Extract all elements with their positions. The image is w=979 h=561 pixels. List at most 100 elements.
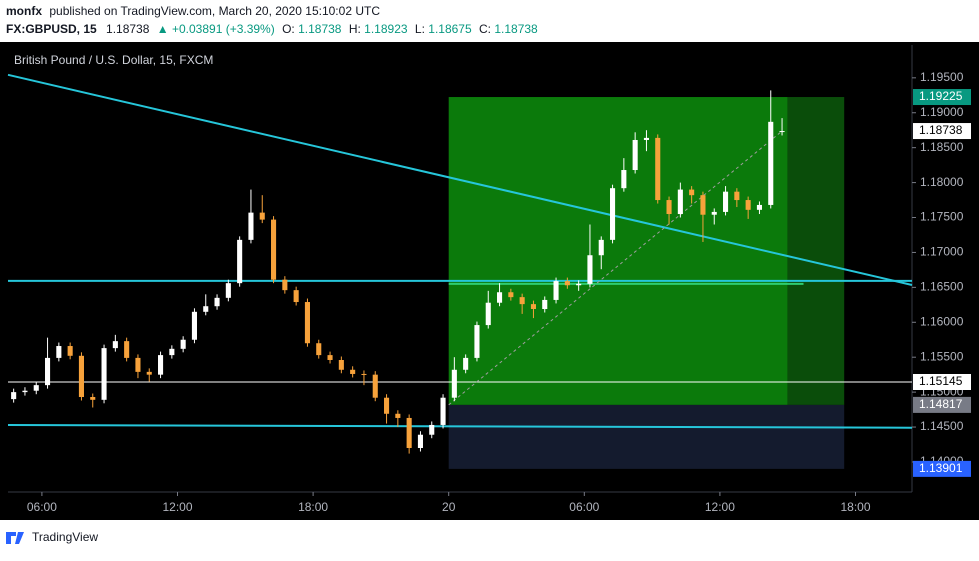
logo-icon — [6, 532, 24, 544]
candle-body — [338, 359, 344, 370]
x-tick-label: 12:00 — [162, 500, 192, 514]
candle-body — [451, 369, 457, 398]
y-tick-label: 1.16000 — [920, 314, 964, 328]
candle-body — [271, 219, 277, 280]
candle-body — [745, 200, 751, 210]
symbol: FX:GBPUSD, 15 — [6, 22, 97, 36]
candle-body — [553, 281, 559, 300]
price-tag — [913, 373, 971, 390]
candle-body — [417, 434, 423, 448]
last-price: 1.18738 — [106, 22, 150, 36]
candle-body — [304, 302, 310, 344]
candle-body — [158, 355, 164, 375]
footer-bg — [0, 520, 979, 556]
candle-body — [191, 311, 197, 340]
y-tick-label: 1.15500 — [920, 349, 964, 363]
y-tick-label: 1.19000 — [920, 105, 964, 119]
price-tag — [913, 396, 971, 413]
c-label: C: — [479, 22, 491, 36]
candle-body — [135, 357, 141, 372]
candle-body — [508, 292, 514, 298]
candle-body — [350, 369, 356, 374]
price-tag — [913, 460, 971, 477]
candle-body — [519, 297, 525, 305]
brand: TradingView — [32, 530, 98, 544]
candle-body — [112, 341, 118, 349]
user: monfx — [6, 4, 42, 18]
plot: 1.140001.145001.150001.155001.160001.165… — [7, 70, 964, 514]
x-tick-label: 06:00 — [27, 500, 57, 514]
candle-body — [542, 299, 548, 310]
candle-body — [169, 348, 175, 356]
candle-body — [643, 137, 649, 140]
candle-body — [372, 374, 378, 398]
price-tag-label: 1.15145 — [919, 374, 963, 388]
price-tag-label: 1.13901 — [919, 461, 963, 475]
chart-title: British Pound / U.S. Dollar, 15, FXCM — [14, 53, 213, 67]
candle-body — [779, 131, 785, 133]
candle-body — [711, 211, 717, 215]
y-tick-label: 1.18500 — [920, 140, 964, 154]
y-tick-label: 1.19500 — [920, 70, 964, 84]
x-tick-label: 18:00 — [298, 500, 328, 514]
trend-line — [7, 423, 913, 429]
candle-body — [33, 385, 39, 391]
price-tag — [913, 89, 971, 106]
candle-body — [429, 424, 435, 435]
candle-body — [90, 397, 96, 400]
y-tick-label: 1.17000 — [920, 245, 964, 259]
y-tick-label: 1.18000 — [920, 175, 964, 189]
candle-body — [689, 189, 695, 196]
candle-body — [598, 239, 604, 256]
o-label: O: — [282, 22, 295, 36]
candle-body — [214, 297, 220, 307]
candle-body — [756, 204, 762, 210]
footer-logo: TradingView — [6, 530, 98, 544]
candle-body — [22, 390, 28, 393]
candle-body — [485, 302, 491, 326]
candle-body — [259, 212, 265, 220]
target-zone — [448, 97, 788, 405]
x-tick-label: 12:00 — [705, 500, 735, 514]
candle-body — [361, 373, 367, 375]
header-line-2: FX:GBPUSD, 15 1.18738 ▲ +0.03891 (+3.39%… — [6, 22, 538, 36]
trend-line — [7, 73, 913, 286]
target-zone-future — [787, 97, 845, 405]
candle-body — [395, 413, 401, 418]
candle-body — [768, 121, 774, 205]
c-value: 1.18738 — [494, 22, 538, 36]
candle-body — [45, 357, 51, 386]
candle-body — [406, 417, 412, 448]
candle-body — [225, 283, 231, 298]
candle-body — [497, 292, 503, 303]
candle-body — [632, 139, 638, 171]
candle-body — [78, 355, 84, 398]
h-value: 1.18923 — [364, 22, 408, 36]
candle-body — [530, 304, 536, 310]
price-tag-label: 1.14817 — [919, 397, 963, 411]
candle-body — [180, 339, 186, 349]
candle-body — [655, 137, 661, 201]
candle-body — [621, 170, 627, 189]
candle-body — [576, 283, 582, 286]
candle-body — [101, 348, 107, 400]
h-label: H: — [349, 22, 361, 36]
candle-body — [474, 325, 480, 358]
l-value: 1.18675 — [428, 22, 472, 36]
candle-body — [700, 195, 706, 215]
header-line-1: monfx published on TradingView.com, Marc… — [6, 4, 380, 18]
candle-body — [316, 343, 322, 356]
candle-body — [723, 191, 729, 212]
candle-body — [293, 290, 299, 303]
o-value: 1.18738 — [298, 22, 342, 36]
price-tag-label: 1.19225 — [919, 89, 963, 103]
candle-body — [564, 281, 570, 286]
candle-body — [666, 200, 672, 215]
price-tag — [913, 123, 971, 140]
candle-body — [384, 397, 390, 414]
candle-body — [734, 191, 740, 201]
candle-body — [11, 392, 17, 400]
x-tick-label: 06:00 — [569, 500, 599, 514]
candle-body — [610, 188, 616, 240]
